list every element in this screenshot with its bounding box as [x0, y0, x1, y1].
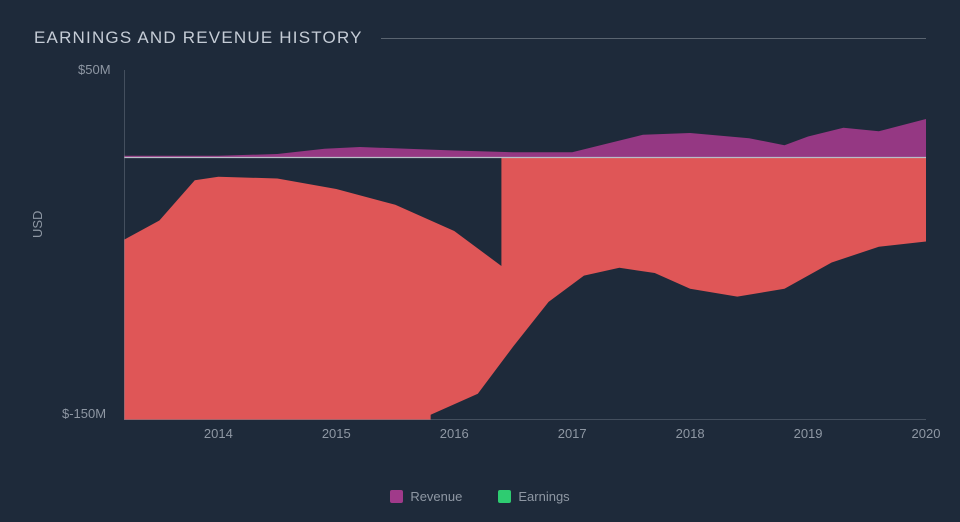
y-tick-max: $50M: [78, 62, 111, 77]
x-tick-label: 2014: [204, 426, 233, 441]
title-rule: [381, 38, 926, 39]
chart-title: EARNINGS AND REVENUE HISTORY: [34, 28, 363, 48]
title-row: EARNINGS AND REVENUE HISTORY: [34, 28, 926, 48]
x-tick-label: 2017: [558, 426, 587, 441]
legend-swatch-earnings: [498, 490, 511, 503]
x-tick-label: 2016: [440, 426, 469, 441]
legend-label-earnings: Earnings: [518, 489, 569, 504]
legend-item-earnings: Earnings: [498, 489, 569, 504]
x-tick-label: 2020: [912, 426, 941, 441]
chart-svg: [124, 70, 926, 420]
plot-area: $50M $-150M USD 201420152016201720182019…: [34, 62, 926, 458]
x-tick-label: 2019: [794, 426, 823, 441]
legend-label-revenue: Revenue: [410, 489, 462, 504]
x-tick-label: 2015: [322, 426, 351, 441]
chart-container: EARNINGS AND REVENUE HISTORY $50M $-150M…: [0, 0, 960, 522]
y-axis-title: USD: [30, 211, 45, 238]
legend: Revenue Earnings: [0, 489, 960, 504]
legend-item-revenue: Revenue: [390, 489, 462, 504]
y-tick-min: $-150M: [62, 406, 106, 421]
x-tick-label: 2018: [676, 426, 705, 441]
legend-swatch-revenue: [390, 490, 403, 503]
